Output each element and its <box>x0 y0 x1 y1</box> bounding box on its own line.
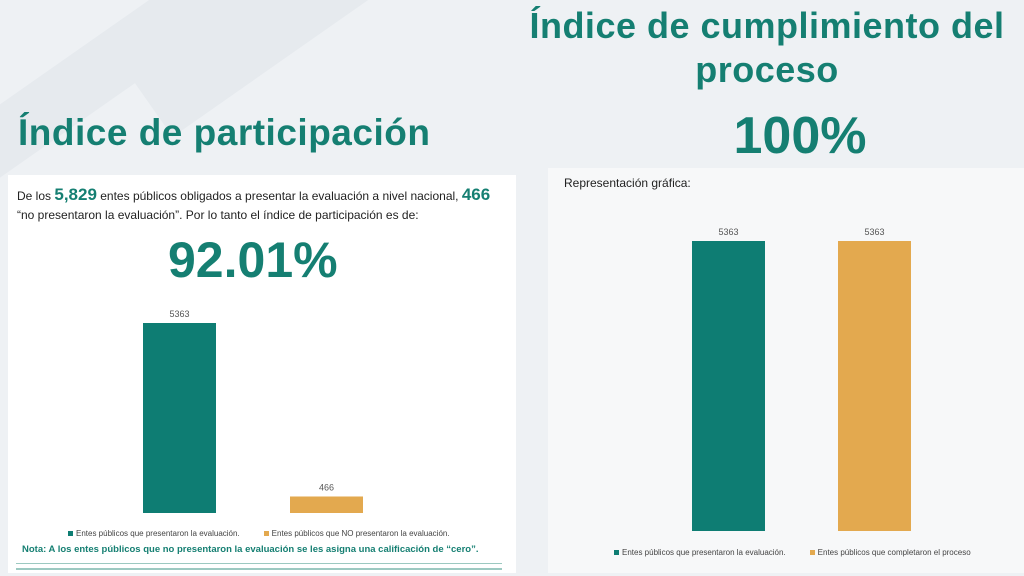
legend-label: Entes públicos que NO presentaron la eva… <box>271 529 450 538</box>
intro-text: De los <box>17 189 52 203</box>
note-text: Nota: A los entes públicos que no presen… <box>22 544 479 555</box>
legend-item: Entes públicos que NO presentaron la eva… <box>263 529 450 538</box>
bar-value-label: 5363 <box>169 309 189 319</box>
participation-legend: Entes públicos que presentaron la evalua… <box>68 529 474 538</box>
compliance-panel: Representación gráfica: 5363 5363 Entes p… <box>548 168 1024 573</box>
intro-text: “no presentaron la evaluación”. Por lo t… <box>17 208 419 222</box>
note-divider <box>16 563 502 570</box>
bar-value-label: 5363 <box>718 227 738 237</box>
compliance-legend: Entes públicos que presentaron la evalua… <box>614 548 995 557</box>
participation-panel: De los 5,829 entes públicos obligados a … <box>8 175 516 573</box>
total-entities: 5,829 <box>54 185 97 204</box>
legend-swatch <box>263 531 269 537</box>
compliance-bar-chart: 5363 5363 <box>692 227 911 531</box>
legend-label: Entes públicos que presentaron la evalua… <box>622 548 786 557</box>
participation-bar-chart: 5363 466 <box>143 309 363 513</box>
legend-swatch <box>614 550 619 556</box>
bar-value-label: 466 <box>319 482 334 492</box>
bar-1 <box>692 241 765 531</box>
intro-text: entes públicos obligados a presentar la … <box>100 189 459 203</box>
legend-label: Entes públicos que presentaron la evalua… <box>76 529 240 538</box>
bar-1 <box>143 323 216 513</box>
bar-value-label: 5363 <box>864 227 884 237</box>
participation-title: Índice de participación <box>18 112 431 153</box>
bar-2 <box>290 496 363 513</box>
missing-entities: 466 <box>461 185 491 204</box>
compliance-percentage: 100% <box>733 107 867 165</box>
legend-swatch <box>809 550 815 556</box>
legend-item: Entes públicos que presentaron la evalua… <box>614 548 786 557</box>
bar-2 <box>838 241 911 531</box>
participation-percentage: 92.01% <box>168 232 338 288</box>
legend-item: Entes públicos que presentaron la evalua… <box>68 529 240 538</box>
legend-label: Entes públicos que completaron el proces… <box>817 548 971 557</box>
participation-intro: De los 5,829 entes públicos obligados a … <box>17 185 507 225</box>
representation-label: Representación gráfica: <box>564 176 691 190</box>
legend-item: Entes públicos que completaron el proces… <box>809 548 971 557</box>
compliance-title: Índice de cumplimiento del proceso <box>529 5 1005 90</box>
legend-swatch <box>68 531 73 537</box>
